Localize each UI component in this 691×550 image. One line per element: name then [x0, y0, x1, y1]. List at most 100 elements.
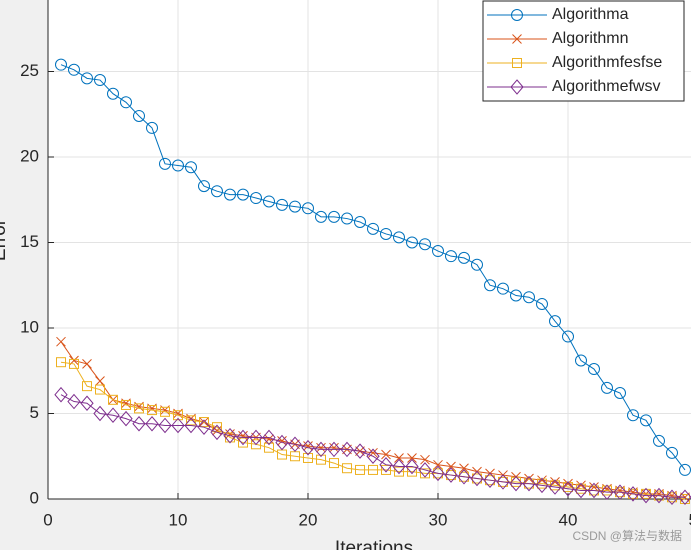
legend-label: Algorithmfesfse [552, 54, 662, 71]
marker [69, 358, 79, 369]
legend: Algorithma Algorithmn Algorithmfesfse Algor… [482, 0, 685, 102]
marker [289, 200, 301, 213]
marker [81, 72, 93, 85]
marker [198, 180, 210, 193]
marker [173, 410, 183, 421]
marker [303, 452, 313, 463]
marker [419, 238, 431, 251]
marker [147, 405, 157, 416]
marker [120, 96, 132, 109]
marker [262, 429, 276, 446]
marker [328, 210, 340, 223]
marker [548, 479, 562, 495]
y-tick-label: 10 [20, 317, 39, 336]
marker [523, 291, 535, 304]
marker [132, 415, 146, 432]
marker [160, 406, 170, 417]
marker [665, 489, 679, 506]
legend-label: Algorithmn [552, 30, 628, 47]
marker [327, 441, 341, 458]
marker [146, 121, 158, 134]
marker [225, 429, 235, 439]
marker [640, 414, 652, 427]
x-tick-label: 20 [299, 510, 318, 529]
legend-box [482, 0, 685, 102]
marker [510, 79, 524, 95]
x-tick-label: 50 [689, 510, 691, 529]
marker [134, 403, 144, 414]
marker [600, 484, 614, 500]
marker [211, 185, 223, 198]
marker [652, 487, 666, 504]
marker [224, 188, 236, 201]
marker [458, 251, 470, 264]
line [60, 64, 686, 471]
marker [446, 470, 456, 481]
marker [315, 210, 327, 223]
marker [145, 415, 159, 432]
marker [522, 475, 536, 492]
marker [82, 359, 92, 369]
marker [238, 430, 248, 441]
marker [420, 468, 430, 479]
marker [250, 192, 262, 205]
marker [407, 466, 417, 477]
marker [497, 282, 509, 295]
marker [82, 381, 92, 392]
marker [498, 476, 508, 487]
marker [433, 468, 443, 479]
marker [394, 453, 404, 463]
marker [381, 449, 391, 460]
y-axis-label: Error [0, 218, 10, 261]
marker [380, 227, 392, 240]
marker [251, 439, 261, 450]
marker [93, 405, 107, 422]
marker [353, 443, 367, 459]
y-tick-label: 20 [20, 146, 39, 165]
marker [496, 474, 510, 490]
marker [119, 410, 133, 427]
marker [407, 453, 417, 463]
marker [329, 458, 339, 469]
marker [614, 386, 626, 399]
marker [314, 441, 328, 458]
marker [379, 457, 393, 473]
marker [133, 109, 145, 122]
marker [484, 279, 496, 292]
marker [366, 448, 380, 465]
series [54, 386, 691, 506]
y-tick-label: 15 [20, 232, 39, 251]
marker [536, 298, 548, 311]
marker [172, 159, 184, 172]
marker [236, 429, 250, 446]
marker [341, 212, 353, 225]
marker [562, 330, 574, 343]
marker [55, 58, 67, 71]
line [60, 361, 686, 500]
marker [472, 473, 482, 484]
marker [639, 487, 653, 504]
marker [94, 74, 106, 87]
marker [535, 477, 549, 494]
legend-label: Algorithmefwsv [552, 78, 660, 95]
marker [197, 419, 211, 435]
marker [171, 417, 185, 434]
marker [653, 434, 665, 447]
marker [444, 467, 458, 483]
marker [107, 87, 119, 100]
marker [405, 458, 419, 475]
line [60, 394, 685, 498]
marker [275, 434, 289, 451]
x-tick-label: 0 [43, 510, 52, 529]
marker [342, 463, 352, 474]
marker [238, 437, 248, 448]
marker [56, 357, 66, 368]
marker [329, 442, 339, 453]
marker [301, 439, 315, 456]
marker [627, 409, 639, 422]
y-tick-label: 25 [20, 61, 39, 80]
marker [459, 463, 469, 474]
marker [316, 454, 326, 465]
marker [613, 484, 627, 500]
marker [418, 462, 432, 478]
